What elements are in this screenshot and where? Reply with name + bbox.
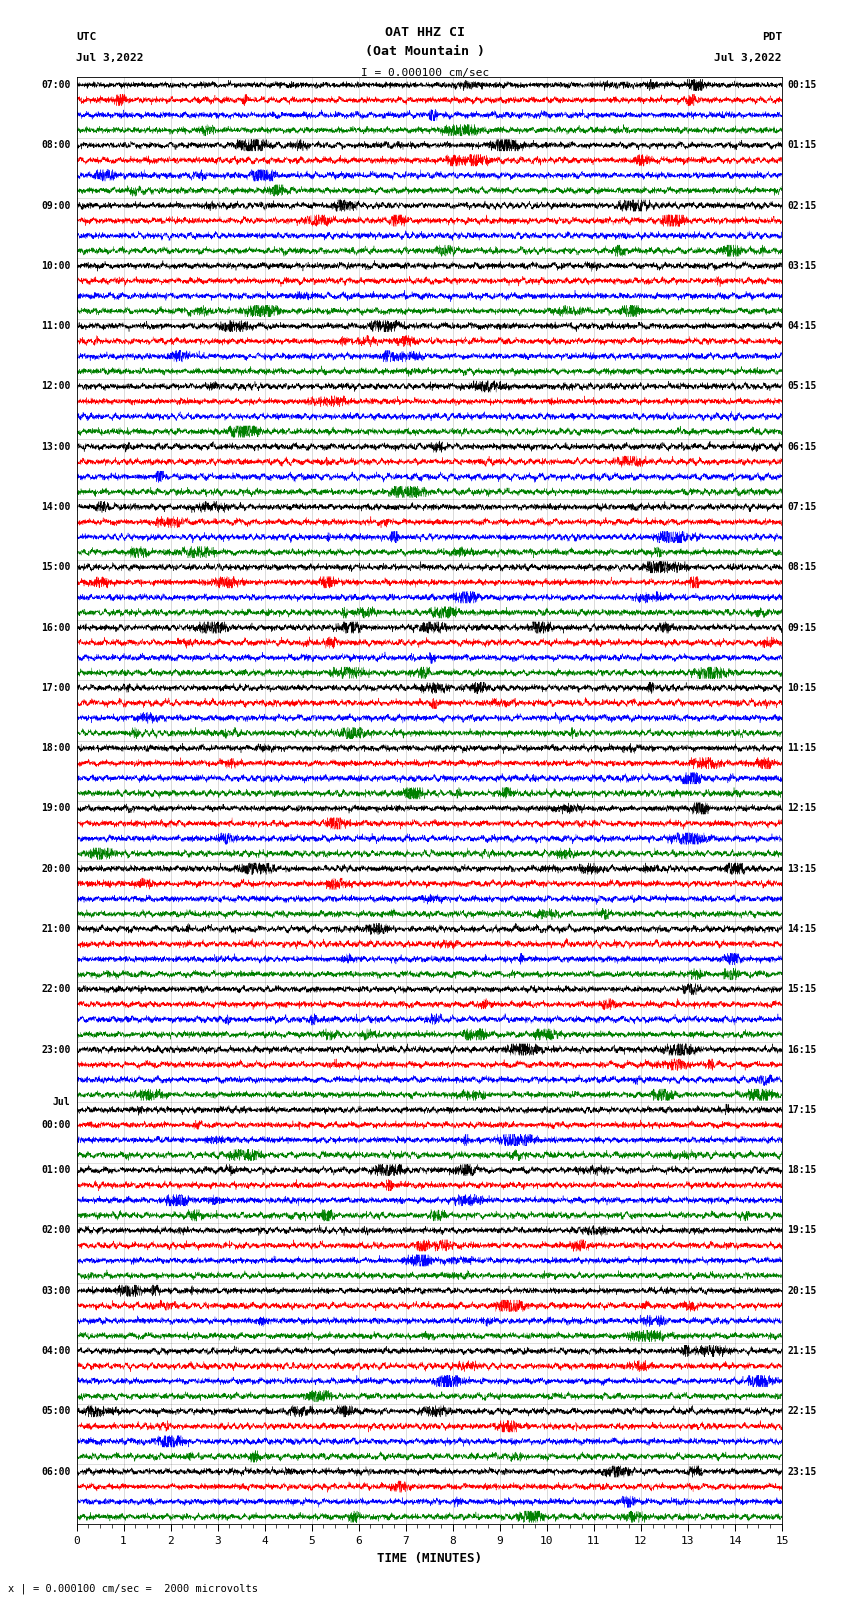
Text: 00:00: 00:00 bbox=[41, 1119, 71, 1129]
Text: 22:00: 22:00 bbox=[41, 984, 71, 994]
Text: 19:00: 19:00 bbox=[41, 803, 71, 813]
Text: 06:15: 06:15 bbox=[787, 442, 817, 452]
Text: 02:15: 02:15 bbox=[787, 200, 817, 211]
Text: Jul 3,2022: Jul 3,2022 bbox=[76, 53, 144, 63]
Text: 03:00: 03:00 bbox=[41, 1286, 71, 1295]
Text: 01:00: 01:00 bbox=[41, 1165, 71, 1176]
Text: 22:15: 22:15 bbox=[787, 1407, 817, 1416]
Text: 11:15: 11:15 bbox=[787, 744, 817, 753]
Text: 15:15: 15:15 bbox=[787, 984, 817, 994]
Text: 19:15: 19:15 bbox=[787, 1226, 817, 1236]
Text: 05:00: 05:00 bbox=[41, 1407, 71, 1416]
Text: 12:15: 12:15 bbox=[787, 803, 817, 813]
Text: 23:00: 23:00 bbox=[41, 1045, 71, 1055]
Text: 21:15: 21:15 bbox=[787, 1345, 817, 1357]
Text: 16:15: 16:15 bbox=[787, 1045, 817, 1055]
Text: 04:00: 04:00 bbox=[41, 1345, 71, 1357]
Text: (Oat Mountain ): (Oat Mountain ) bbox=[365, 45, 485, 58]
Text: 13:00: 13:00 bbox=[41, 442, 71, 452]
Text: 01:15: 01:15 bbox=[787, 140, 817, 150]
Text: 05:15: 05:15 bbox=[787, 381, 817, 392]
Text: 14:00: 14:00 bbox=[41, 502, 71, 511]
Text: 11:00: 11:00 bbox=[41, 321, 71, 331]
Text: 02:00: 02:00 bbox=[41, 1226, 71, 1236]
Text: 14:15: 14:15 bbox=[787, 924, 817, 934]
Text: UTC: UTC bbox=[76, 32, 97, 42]
Text: 23:15: 23:15 bbox=[787, 1466, 817, 1476]
Text: 17:15: 17:15 bbox=[787, 1105, 817, 1115]
Text: 08:15: 08:15 bbox=[787, 563, 817, 573]
Text: 20:15: 20:15 bbox=[787, 1286, 817, 1295]
Text: 18:00: 18:00 bbox=[41, 744, 71, 753]
Text: 13:15: 13:15 bbox=[787, 863, 817, 874]
Text: 18:15: 18:15 bbox=[787, 1165, 817, 1176]
Text: 03:15: 03:15 bbox=[787, 261, 817, 271]
Text: Jul: Jul bbox=[53, 1097, 71, 1107]
Text: 07:00: 07:00 bbox=[41, 81, 71, 90]
Text: 08:00: 08:00 bbox=[41, 140, 71, 150]
Text: x | = 0.000100 cm/sec =  2000 microvolts: x | = 0.000100 cm/sec = 2000 microvolts bbox=[8, 1582, 258, 1594]
Text: 20:00: 20:00 bbox=[41, 863, 71, 874]
Text: 00:15: 00:15 bbox=[787, 81, 817, 90]
Text: PDT: PDT bbox=[762, 32, 782, 42]
Text: Jul 3,2022: Jul 3,2022 bbox=[715, 53, 782, 63]
Text: 17:00: 17:00 bbox=[41, 682, 71, 694]
Text: I = 0.000100 cm/sec: I = 0.000100 cm/sec bbox=[361, 68, 489, 77]
Text: 06:00: 06:00 bbox=[41, 1466, 71, 1476]
X-axis label: TIME (MINUTES): TIME (MINUTES) bbox=[377, 1552, 482, 1565]
Text: 12:00: 12:00 bbox=[41, 381, 71, 392]
Text: 16:00: 16:00 bbox=[41, 623, 71, 632]
Text: 10:00: 10:00 bbox=[41, 261, 71, 271]
Text: 21:00: 21:00 bbox=[41, 924, 71, 934]
Text: 15:00: 15:00 bbox=[41, 563, 71, 573]
Text: 07:15: 07:15 bbox=[787, 502, 817, 511]
Text: OAT HHZ CI: OAT HHZ CI bbox=[385, 26, 465, 39]
Text: 09:00: 09:00 bbox=[41, 200, 71, 211]
Text: 04:15: 04:15 bbox=[787, 321, 817, 331]
Text: 10:15: 10:15 bbox=[787, 682, 817, 694]
Text: 09:15: 09:15 bbox=[787, 623, 817, 632]
